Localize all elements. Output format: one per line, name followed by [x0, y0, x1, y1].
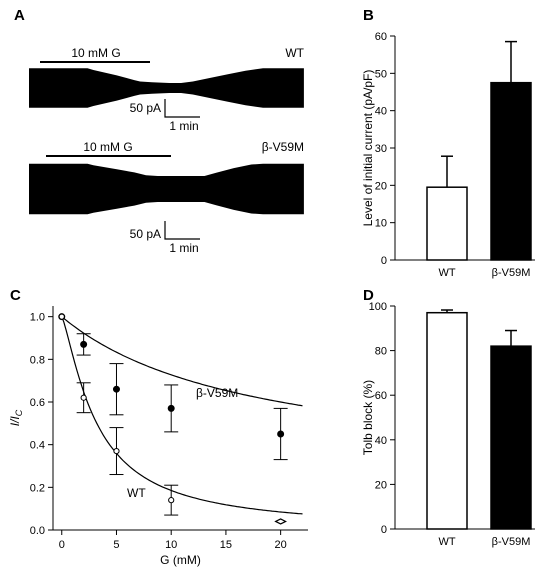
y-ticks: 0 10 20 30 40 50 60 [375, 31, 395, 267]
series-label-v59m: β-V59M [196, 386, 238, 400]
trace-label: WT [285, 46, 304, 60]
panel-letter-d: D [363, 287, 374, 304]
y-ticks: 0 20 40 60 80 100 [369, 301, 395, 536]
y-tick-label: 40 [375, 435, 387, 447]
y-tick-label: 80 [375, 346, 387, 358]
bars [426, 81, 532, 261]
y-tick-label: 0.6 [30, 397, 45, 409]
y-axis-label: I/IC [8, 409, 24, 426]
data-point [274, 518, 287, 525]
error-bars [441, 40, 517, 188]
x-tick-label: WT [438, 267, 455, 279]
y-tick-label: 0 [381, 524, 387, 536]
glucose-bar-label: 10 mM G [83, 140, 132, 154]
data-point [80, 340, 88, 348]
fit-curves [61, 316, 303, 515]
data-points [58, 313, 287, 525]
panel-letter-b: B [363, 7, 374, 24]
x-axis-label: G (mM) [160, 553, 201, 567]
fit-curve-v59m [61, 316, 303, 407]
current-trace [29, 68, 304, 108]
error-bars [441, 309, 517, 347]
x-tick-label: 5 [113, 539, 119, 551]
data-point [80, 394, 87, 401]
y-tick-label: 0.0 [30, 525, 45, 537]
data-point [112, 385, 120, 393]
x-tick-label: 20 [275, 539, 287, 551]
y-tick-label: 10 [375, 218, 387, 230]
y-tick-label: 20 [375, 180, 387, 192]
panel-d-bar-chart: 0 20 40 60 80 100 WT β-V59M Tolb block (%) [361, 301, 535, 548]
y-axis-label-sub: C [14, 409, 24, 416]
scale-bar [164, 221, 200, 240]
y-tick-label: 30 [375, 143, 387, 155]
y-tick-label: 0.4 [30, 440, 45, 452]
y-tick-label: 40 [375, 106, 387, 118]
panel-letter-a: A [14, 7, 25, 24]
x-ticks: 0 5 10 15 20 [59, 530, 287, 551]
bar-wt [426, 186, 468, 261]
x-tick-label: WT [438, 536, 455, 548]
panel-c-dose-response: 0.00.20.40.60.81.0 0 5 10 15 20 G (mM) I/IC … [8, 306, 308, 567]
y-tick-label: 0 [381, 255, 387, 267]
y-tick-label: 60 [375, 31, 387, 43]
scale-label-time: 1 min [169, 241, 198, 255]
panel-b-bar-chart: 0 10 20 30 40 50 60 WT β-V59M Level of initial … [361, 31, 535, 279]
trace-wt: 10 mM G WT 50 pA 1 min [29, 46, 305, 133]
x-tick-label: β-V59M [492, 536, 531, 548]
glucose-bar-label: 10 mM G [71, 46, 120, 60]
y-axis-label-main: I/I [8, 416, 22, 427]
panel-a: 10 mM G WT 50 pA 1 min 10 mM G β-V59M 50… [29, 46, 305, 255]
series-label-wt: WT [127, 486, 146, 500]
x-tick-label: 10 [165, 539, 177, 551]
scale-label-time: 1 min [169, 119, 198, 133]
data-point [277, 430, 285, 438]
y-tick-label: 50 [375, 68, 387, 80]
panel-letter-c: C [10, 287, 21, 304]
y-tick-label: 0.8 [30, 354, 45, 366]
data-point [58, 313, 65, 320]
y-axis-label: Tolb block (%) [361, 380, 375, 455]
x-tick-label: 15 [220, 539, 232, 551]
y-tick-label: 100 [369, 301, 387, 313]
y-axis-label: Level of initial current (pA/pF) [361, 70, 375, 227]
data-point [168, 497, 175, 504]
data-point [113, 447, 120, 455]
x-tick-labels: WT β-V59M [438, 267, 530, 279]
x-tick-labels: WT β-V59M [438, 536, 530, 548]
y-tick-label: 1.0 [30, 312, 45, 324]
y-ticks: 0.0 0.2 0.4 0.6 0.8 1.0 [30, 312, 53, 537]
scale-label-current: 50 pA [130, 227, 161, 241]
scale-label-current: 50 pA [130, 101, 161, 115]
x-tick-label: β-V59M [492, 267, 531, 279]
current-trace [29, 163, 304, 215]
bar-wt [426, 311, 468, 530]
y-tick-label: 0.2 [30, 482, 45, 494]
error-bars [76, 333, 288, 516]
trace-label: β-V59M [262, 140, 304, 154]
trace-v59m: 10 mM G β-V59M 50 pA 1 min [29, 140, 304, 255]
x-tick-label: 0 [59, 539, 65, 551]
fit-curve-wt [61, 316, 303, 515]
y-tick-label: 20 [375, 479, 387, 491]
bar-v59m [490, 345, 532, 530]
y-tick-label: 60 [375, 390, 387, 402]
scale-bar [164, 99, 200, 118]
bar-v59m [490, 81, 532, 261]
data-point [167, 404, 175, 412]
bars [426, 311, 532, 530]
